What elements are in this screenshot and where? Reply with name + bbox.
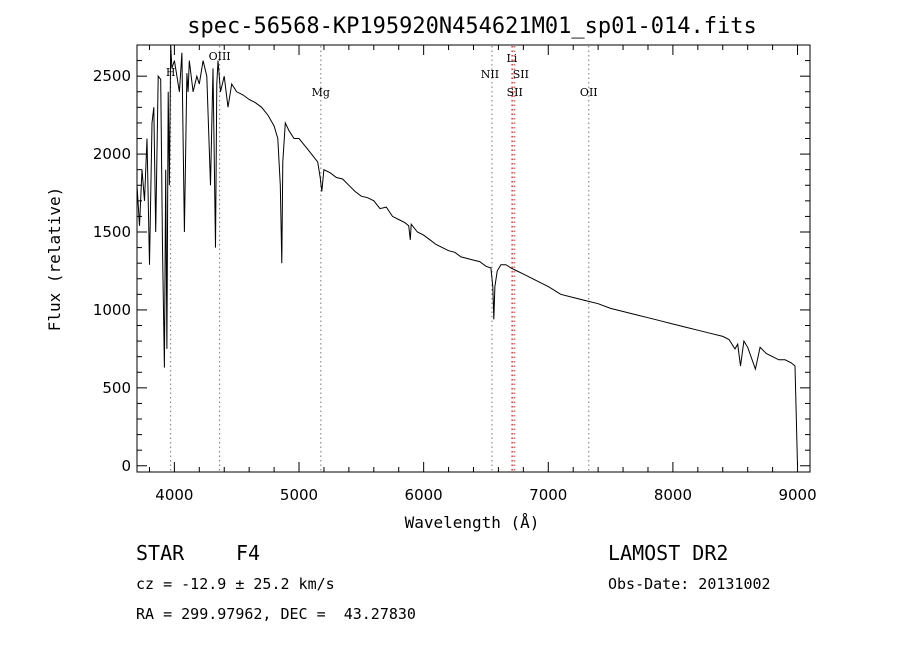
x-tick-label: 6000 xyxy=(405,486,443,504)
line-label: SII xyxy=(507,86,523,99)
x-axis: 4000 5000 6000 7000 8000 9000 xyxy=(148,45,817,504)
line-label: SII xyxy=(513,68,529,81)
plot-frame xyxy=(136,44,811,473)
y-tick-label: 0 xyxy=(121,457,131,475)
y-axis-label: Flux (relative) xyxy=(45,187,64,332)
obs-date: Obs-Date: 20131002 xyxy=(608,575,771,593)
x-tick-label: 8000 xyxy=(654,486,692,504)
y-tick-label: 1000 xyxy=(93,301,131,319)
line-label: OII xyxy=(580,86,598,99)
line-label: Li xyxy=(506,52,517,65)
ra-dec: RA = 299.97962, DEC = 43.27830 xyxy=(136,605,416,623)
x-tick-label: 4000 xyxy=(155,486,193,504)
y-tick-label: 500 xyxy=(102,379,131,397)
y-tick-label: 1500 xyxy=(93,223,131,241)
x-tick-label: 9000 xyxy=(778,486,816,504)
y-tick-label: 2500 xyxy=(93,67,131,85)
line-label: Mg xyxy=(312,86,330,99)
cz-value: cz = -12.9 ± 25.2 km/s xyxy=(136,575,335,593)
object-type: STAR xyxy=(136,541,185,565)
spectrum-line xyxy=(136,44,798,466)
survey-name: LAMOST DR2 xyxy=(608,541,729,565)
x-tick-label: 7000 xyxy=(529,486,567,504)
x-tick-label: 5000 xyxy=(280,486,318,504)
line-label: OIII xyxy=(209,50,231,63)
line-label: NII xyxy=(481,68,499,81)
spectral-class: F4 xyxy=(236,541,261,565)
y-tick-label: 2000 xyxy=(93,145,131,163)
spectrum-layer xyxy=(136,44,798,466)
x-axis-label: Wavelength (Å) xyxy=(405,513,540,532)
y-axis: 0 500 1000 1500 2000 2500 xyxy=(93,60,810,475)
chart-title: spec-56568-KP195920N454621M01_sp01-014.f… xyxy=(187,14,757,39)
